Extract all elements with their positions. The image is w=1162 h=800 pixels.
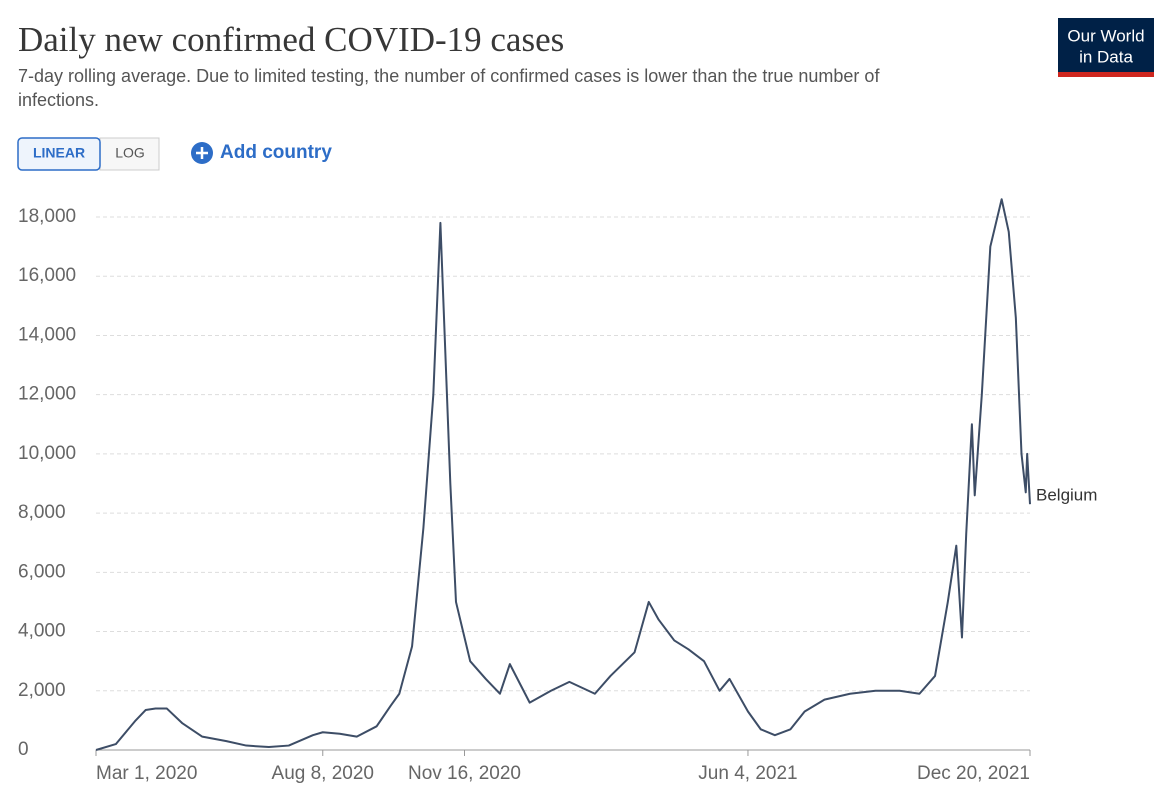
y-tick-label: 16,000 <box>18 265 76 286</box>
logo-bg <box>1058 18 1154 76</box>
y-tick-label: 0 <box>18 739 29 760</box>
add-icon-plus <box>196 147 208 159</box>
subtitle: infections. <box>18 90 99 110</box>
linear-button-bg[interactable] <box>17 137 101 171</box>
x-tick-label: Mar 1, 2020 <box>96 763 197 784</box>
y-tick-label: 8,000 <box>18 502 66 523</box>
y-tick-label: 6,000 <box>18 561 66 582</box>
logo-text: Our World <box>1067 26 1144 45</box>
x-tick-label: Aug 8, 2020 <box>272 763 374 784</box>
logo[interactable]: Our World in Data <box>1058 18 1154 77</box>
x-tick-label: Dec 20, 2021 <box>917 763 1030 784</box>
x-tick-label: Jun 4, 2021 <box>698 763 797 784</box>
add-country-label[interactable]: Add country <box>220 142 332 163</box>
y-tick-label: 4,000 <box>18 621 66 642</box>
y-tick-label: 2,000 <box>18 680 66 701</box>
x-tick-label: Nov 16, 2020 <box>408 763 521 784</box>
logo-text: in Data <box>1079 47 1133 66</box>
y-tick-label: 12,000 <box>18 384 76 405</box>
series-line <box>95 198 1031 751</box>
scale-toggle: LINEAR LOG <box>17 137 160 171</box>
add-country[interactable]: Add country <box>191 142 332 164</box>
series-label: Belgium <box>1036 486 1097 505</box>
logo-bar <box>1058 72 1154 77</box>
y-tick-label: 14,000 <box>18 324 76 345</box>
log-button[interactable]: LOG <box>115 145 145 161</box>
linear-button[interactable]: LINEAR <box>33 145 85 161</box>
chart-title: Daily new confirmed COVID-19 cases <box>18 20 564 59</box>
y-tick-label: 18,000 <box>18 206 76 227</box>
subtitle: 7-day rolling average. Due to limited te… <box>18 66 880 86</box>
y-tick-label: 10,000 <box>18 443 76 464</box>
